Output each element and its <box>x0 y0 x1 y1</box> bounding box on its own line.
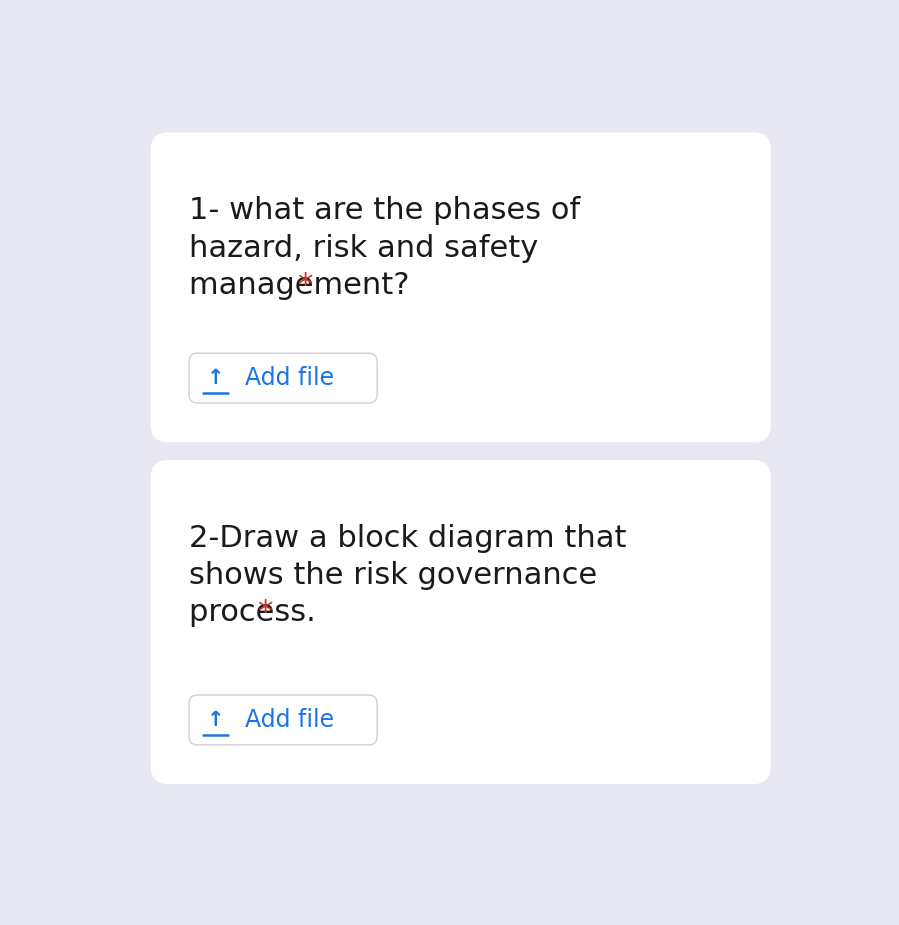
Text: shows the risk governance: shows the risk governance <box>189 561 597 590</box>
Text: ↑: ↑ <box>207 710 224 730</box>
Text: 1- what are the phases of: 1- what are the phases of <box>189 196 580 226</box>
Text: hazard, risk and safety: hazard, risk and safety <box>189 233 539 263</box>
FancyBboxPatch shape <box>151 460 770 784</box>
Text: Add file: Add file <box>245 708 334 732</box>
Text: Add file: Add file <box>245 366 334 390</box>
FancyBboxPatch shape <box>189 353 378 403</box>
FancyBboxPatch shape <box>189 695 378 745</box>
Text: process.: process. <box>189 598 325 627</box>
Text: *: * <box>257 598 272 627</box>
Text: 2-Draw a block diagram that: 2-Draw a block diagram that <box>189 524 627 553</box>
Text: management?: management? <box>189 270 419 300</box>
Text: *: * <box>297 270 312 300</box>
Text: ↑: ↑ <box>207 368 224 388</box>
FancyBboxPatch shape <box>151 132 770 442</box>
